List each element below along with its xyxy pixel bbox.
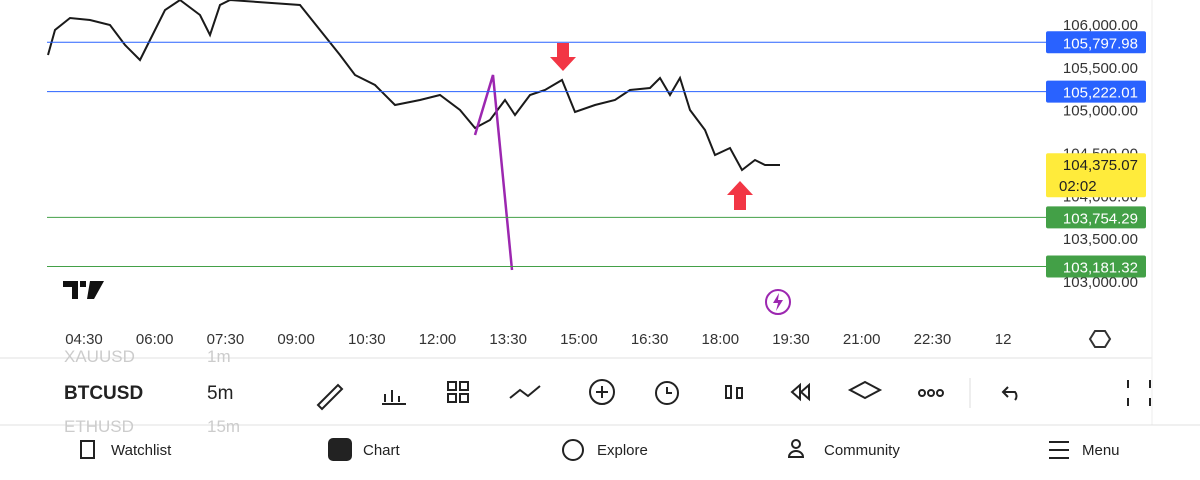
x-tick-label: 21:00 (843, 331, 881, 348)
assistant-icon[interactable] (765, 289, 791, 315)
up-arrow (727, 181, 753, 210)
price-tag (1046, 31, 1146, 54)
nav-item[interactable]: Menu (1082, 442, 1120, 459)
interval[interactable]: 5m (207, 383, 233, 404)
price-tag-label: 103,754.29 (1063, 210, 1138, 227)
price-tag (1046, 206, 1146, 229)
x-tick-label: 06:00 (136, 331, 174, 348)
price-tag (1046, 255, 1146, 278)
x-tick-label: 07:30 (207, 331, 245, 348)
x-tick-label: 22:30 (914, 331, 952, 348)
y-tick-label: 103,000.00 (1063, 274, 1138, 291)
x-tick-label: 13:30 (489, 331, 527, 348)
y-tick-label: 103,500.00 (1063, 231, 1138, 248)
price-tag (1046, 80, 1146, 103)
nav-item[interactable]: Watchlist (111, 442, 172, 459)
price-tag-label: 105,797.98 (1063, 35, 1138, 52)
x-tick-label: 19:30 (772, 331, 810, 348)
x-tick-label: 18:00 (702, 331, 740, 348)
nav-item[interactable]: Chart (363, 442, 401, 459)
x-tick-label: 12 (995, 331, 1012, 348)
y-tick-label: 105,500.00 (1063, 60, 1138, 77)
interval[interactable]: 1m (207, 347, 231, 366)
price-tag-label: 103,181.32 (1063, 259, 1138, 276)
x-tick-label: 04:30 (65, 331, 103, 348)
toolbar-icons[interactable] (316, 379, 1151, 411)
x-tick-label: 09:00 (277, 331, 315, 348)
x-tick-label: 12:00 (419, 331, 457, 348)
interval[interactable]: 15m (207, 417, 240, 436)
nav-item[interactable]: Community (824, 442, 900, 459)
y-tick-label: 105,000.00 (1063, 103, 1138, 120)
tv-logo (63, 281, 104, 299)
assistant-bolt (773, 293, 783, 311)
countdown: 02:02 (1059, 178, 1097, 195)
x-tick-label: 16:30 (631, 331, 669, 348)
price-path (47, 0, 780, 172)
x-tick-label: 15:00 (560, 331, 598, 348)
trend-drawing (473, 74, 514, 271)
last-price-tag (1046, 153, 1146, 198)
symbol[interactable]: ETHUSD (64, 417, 134, 436)
x-tick-label: 10:30 (348, 331, 386, 348)
nav-item[interactable]: Explore (597, 442, 648, 459)
symbol[interactable]: BTCUSD (64, 383, 143, 404)
last-price-label: 104,375.07 (1063, 157, 1138, 174)
y-tick-label: 106,000.00 (1063, 17, 1138, 34)
symbol[interactable]: XAUUSD (64, 347, 135, 366)
settings-icon[interactable] (1088, 330, 1112, 348)
price-tag-label: 105,222.01 (1063, 85, 1138, 102)
nav-icons[interactable] (80, 438, 1069, 461)
down-arrow (550, 43, 576, 71)
